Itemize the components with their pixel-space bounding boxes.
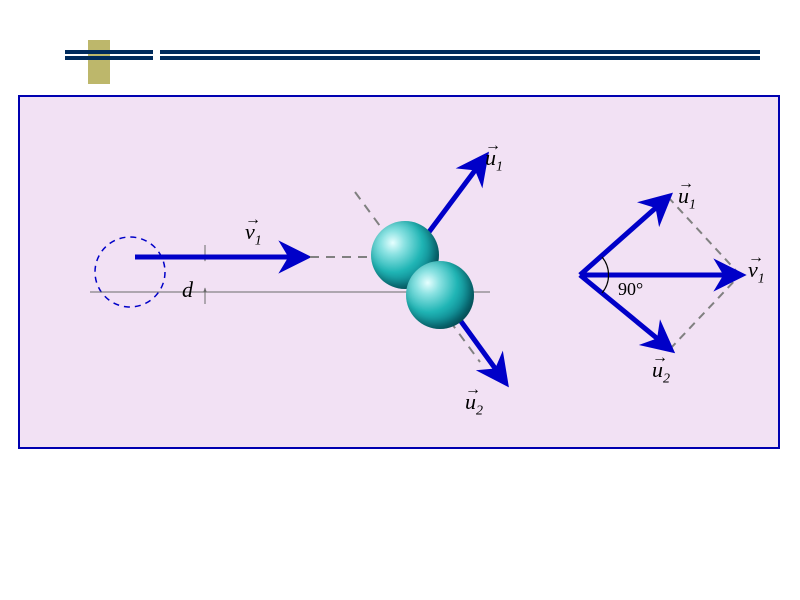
label-u1-center: →u1 (485, 145, 503, 175)
label-u2-center: →u2 (465, 389, 483, 419)
diagram-panel: →v1 d →u1 →u2 →u1 →u2 →v1 90° (18, 95, 780, 449)
label-u2-right: →u2 (652, 357, 670, 387)
label-d: d (182, 277, 193, 303)
rule-seg-2b (160, 56, 760, 60)
label-v1-right: →v1 (748, 257, 765, 287)
decoration-block (88, 40, 110, 84)
rule-seg-2 (160, 50, 760, 54)
label-90deg: 90° (618, 279, 643, 300)
label-v1-left: →v1 (245, 219, 262, 249)
rule-seg-1 (65, 50, 153, 54)
rule-seg-1 (65, 56, 153, 60)
sphere-2 (406, 261, 474, 329)
label-u1-right: →u1 (678, 183, 696, 213)
slide-canvas: →v1 d →u1 →u2 →u1 →u2 →v1 90° (0, 0, 800, 600)
